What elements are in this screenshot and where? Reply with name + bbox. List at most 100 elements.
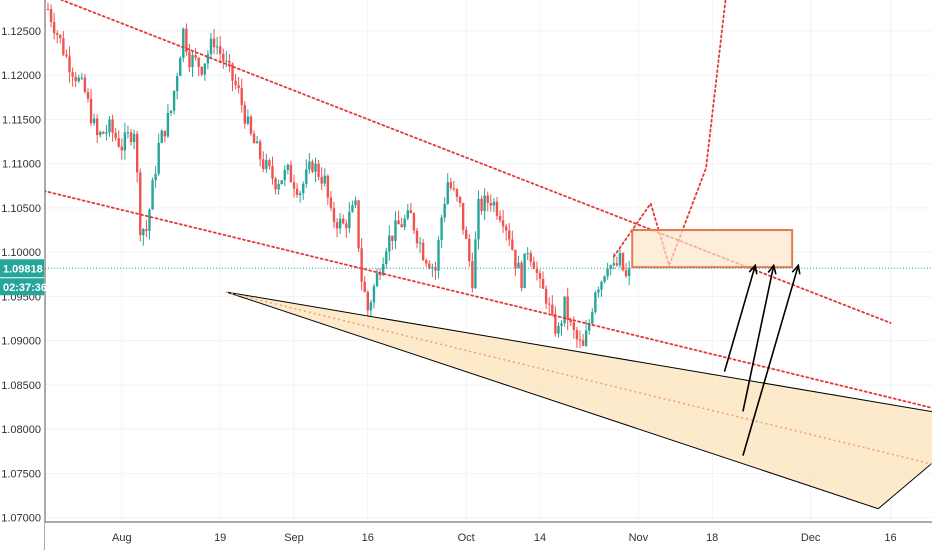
candle-body xyxy=(440,217,443,240)
candle-body xyxy=(114,132,117,139)
candle-body xyxy=(222,53,225,62)
candle-body xyxy=(46,8,50,10)
candle-body xyxy=(378,273,382,276)
candle-body xyxy=(520,262,523,289)
candle-body xyxy=(375,273,379,287)
candle-body xyxy=(89,98,93,124)
candle-body xyxy=(449,182,453,189)
candle-body xyxy=(606,268,609,277)
candle-body xyxy=(517,262,520,269)
candle-body xyxy=(185,28,188,52)
candle-body xyxy=(468,238,471,262)
candle-body xyxy=(446,182,449,204)
countdown-label: 02:37:36 xyxy=(3,282,47,294)
candle-body xyxy=(354,200,357,206)
candle-body xyxy=(225,60,228,62)
candle-body xyxy=(425,260,428,264)
candle-body xyxy=(157,142,160,174)
candle-body xyxy=(145,228,148,231)
candle-body xyxy=(501,220,505,227)
candle-body xyxy=(578,339,582,341)
candle-body xyxy=(92,118,96,124)
candle-body xyxy=(280,180,283,185)
candle-body xyxy=(200,66,203,75)
candle-body xyxy=(332,207,336,223)
countdown-tag xyxy=(0,278,44,296)
y-tick-label: 1.10500 xyxy=(1,203,41,215)
candle-body xyxy=(391,235,394,241)
candle-body xyxy=(56,33,59,35)
y-tick-label: 1.11000 xyxy=(2,159,41,171)
annotations xyxy=(45,229,932,456)
candle-body xyxy=(71,72,74,77)
candle-body xyxy=(434,267,437,271)
candle-body xyxy=(588,323,591,331)
candle-body xyxy=(514,249,517,269)
candle-body xyxy=(581,340,585,346)
candle-body xyxy=(74,76,77,82)
candle-body xyxy=(203,63,207,75)
x-tick-label: 16 xyxy=(362,532,374,544)
projection-path xyxy=(612,0,727,269)
x-axis: Aug 19 Sep 16 Oct 14 Nov 18 Dec 16 xyxy=(45,521,932,550)
candle-body xyxy=(77,77,80,82)
candle-body xyxy=(252,133,256,144)
candle-body xyxy=(172,90,176,111)
candle-body xyxy=(305,169,308,184)
candle-body xyxy=(363,281,366,292)
candle-body xyxy=(428,263,431,269)
candle-body xyxy=(246,116,250,124)
candle-body xyxy=(557,325,560,334)
candle-body xyxy=(569,319,572,323)
candle-body xyxy=(160,130,163,143)
candle-body xyxy=(566,296,569,320)
candle-body xyxy=(108,119,111,133)
candle-body xyxy=(99,131,102,136)
candle-body xyxy=(117,138,120,147)
candle-body xyxy=(62,38,65,55)
candle-body xyxy=(452,188,456,190)
candle-body xyxy=(458,196,462,203)
candle-body xyxy=(175,76,179,91)
candle-body xyxy=(111,119,114,133)
candle-body xyxy=(372,286,376,303)
candle-body xyxy=(421,242,425,261)
candle-body xyxy=(563,296,566,324)
candle-body xyxy=(126,132,130,134)
candle-body xyxy=(129,132,133,142)
candle-body xyxy=(86,91,90,99)
x-axis-background xyxy=(45,522,932,550)
candle-body xyxy=(594,292,597,313)
candle-body xyxy=(209,38,213,55)
candle-body xyxy=(591,312,594,324)
candle-body xyxy=(612,263,615,266)
candle-body xyxy=(480,198,483,211)
candle-body xyxy=(206,54,210,64)
candle-body xyxy=(381,264,385,276)
x-tick-label: Nov xyxy=(629,532,649,544)
candle-body xyxy=(412,213,416,231)
candle-body xyxy=(437,239,440,271)
candle-body xyxy=(575,330,579,340)
candle-body xyxy=(240,88,243,106)
candle-body xyxy=(68,56,71,73)
x-tick-label: 14 xyxy=(534,532,546,544)
candle-body xyxy=(212,38,216,48)
candle-body xyxy=(320,176,323,184)
candle-body xyxy=(169,110,173,114)
candle-body xyxy=(554,313,557,334)
candle-body xyxy=(49,9,53,22)
candle-body xyxy=(302,183,305,194)
candle-body xyxy=(102,131,105,134)
candle-body xyxy=(191,55,194,68)
candle-body xyxy=(443,203,446,218)
candle-body xyxy=(474,239,477,289)
price-tags: 1.09818 02:37:36 xyxy=(0,259,47,296)
current-price-label: 1.09818 xyxy=(3,263,43,275)
candle-body xyxy=(597,289,600,293)
candle-body xyxy=(219,46,222,54)
candle-body xyxy=(541,278,545,289)
candle-body xyxy=(123,132,127,151)
x-tick-label: Oct xyxy=(458,532,475,544)
